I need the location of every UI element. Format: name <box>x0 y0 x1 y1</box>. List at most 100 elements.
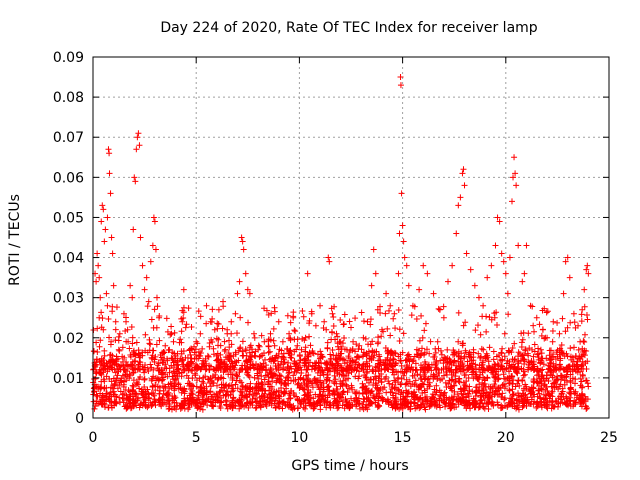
data-point <box>214 350 221 357</box>
data-point <box>284 363 291 370</box>
data-point <box>520 351 527 358</box>
x-axis-label: GPS time / hours <box>291 458 408 474</box>
data-point <box>366 362 373 369</box>
data-point <box>141 375 148 382</box>
data-point <box>452 378 459 385</box>
data-point <box>209 393 216 400</box>
data-point <box>376 390 383 397</box>
data-point <box>430 394 437 401</box>
data-point <box>117 366 124 373</box>
data-point <box>124 373 131 380</box>
data-point <box>251 374 258 381</box>
data-point <box>486 344 493 351</box>
data-point <box>213 390 220 397</box>
data-point <box>564 353 571 360</box>
data-point <box>148 316 155 323</box>
data-point <box>101 347 108 354</box>
data-point <box>489 399 496 406</box>
data-point <box>292 328 299 335</box>
data-point <box>171 387 178 394</box>
data-point <box>346 401 353 408</box>
data-point <box>136 142 143 149</box>
data-point <box>563 395 570 402</box>
data-point <box>225 349 232 356</box>
data-point <box>505 349 512 356</box>
data-point <box>430 290 437 297</box>
data-point <box>258 373 265 380</box>
data-point <box>114 365 121 372</box>
data-point <box>130 383 137 390</box>
data-point <box>349 384 356 391</box>
data-point <box>359 362 366 369</box>
data-point <box>302 405 309 412</box>
data-point <box>203 302 210 309</box>
data-point <box>236 278 243 285</box>
data-point <box>137 359 144 366</box>
data-point <box>409 302 416 309</box>
data-point <box>340 320 347 327</box>
data-point <box>214 382 221 389</box>
data-point <box>442 355 449 362</box>
data-point <box>150 214 157 221</box>
data-point <box>116 347 123 354</box>
data-point <box>465 366 472 373</box>
data-point <box>285 395 292 402</box>
data-point <box>279 338 286 345</box>
data-point <box>397 82 404 89</box>
data-point <box>337 338 344 345</box>
data-point <box>129 382 136 389</box>
plot-frame <box>92 56 610 419</box>
data-point <box>191 370 198 377</box>
data-point <box>405 388 412 395</box>
data-point <box>515 377 522 384</box>
data-point <box>440 360 447 367</box>
data-point <box>398 190 405 197</box>
data-point <box>392 325 399 332</box>
data-point <box>261 376 268 383</box>
data-point <box>539 366 546 373</box>
x-tick-label: 10 <box>290 430 308 446</box>
data-point <box>165 381 172 388</box>
data-point <box>103 384 110 391</box>
data-point <box>513 182 520 189</box>
axis-ticks: 0 0.01 0.02 0.03 0.04 0.05 0.06 0.07 0.08 0.09 0 5 1… <box>53 50 618 446</box>
data-point <box>265 343 272 350</box>
data-point <box>268 358 275 365</box>
data-point <box>575 346 582 353</box>
data-point <box>207 383 214 390</box>
data-point <box>461 382 468 389</box>
data-point <box>445 365 452 372</box>
data-point <box>130 347 137 354</box>
data-point <box>355 353 362 360</box>
data-point <box>210 373 217 380</box>
data-point <box>572 380 579 387</box>
data-point <box>174 358 181 365</box>
data-point <box>455 338 462 345</box>
data-point <box>515 390 522 397</box>
data-point <box>256 394 263 401</box>
data-point <box>370 246 377 253</box>
data-point <box>121 390 128 397</box>
data-point <box>554 376 561 383</box>
data-point <box>480 346 487 353</box>
data-point <box>509 386 516 393</box>
data-point <box>275 350 282 357</box>
data-point <box>562 258 569 265</box>
data-point <box>343 383 350 390</box>
data-point <box>265 394 272 401</box>
data-point <box>519 396 526 403</box>
data-point <box>232 402 239 409</box>
data-point <box>546 392 553 399</box>
data-point <box>105 316 112 323</box>
x-tick-label: 25 <box>600 430 618 446</box>
data-point <box>510 391 517 398</box>
data-point <box>300 376 307 383</box>
data-point <box>147 361 154 368</box>
data-point <box>222 354 229 361</box>
data-point <box>504 290 511 297</box>
data-point <box>215 320 222 327</box>
data-point <box>334 333 341 340</box>
data-point <box>261 338 268 345</box>
data-point <box>182 397 189 404</box>
data-point <box>158 366 165 373</box>
